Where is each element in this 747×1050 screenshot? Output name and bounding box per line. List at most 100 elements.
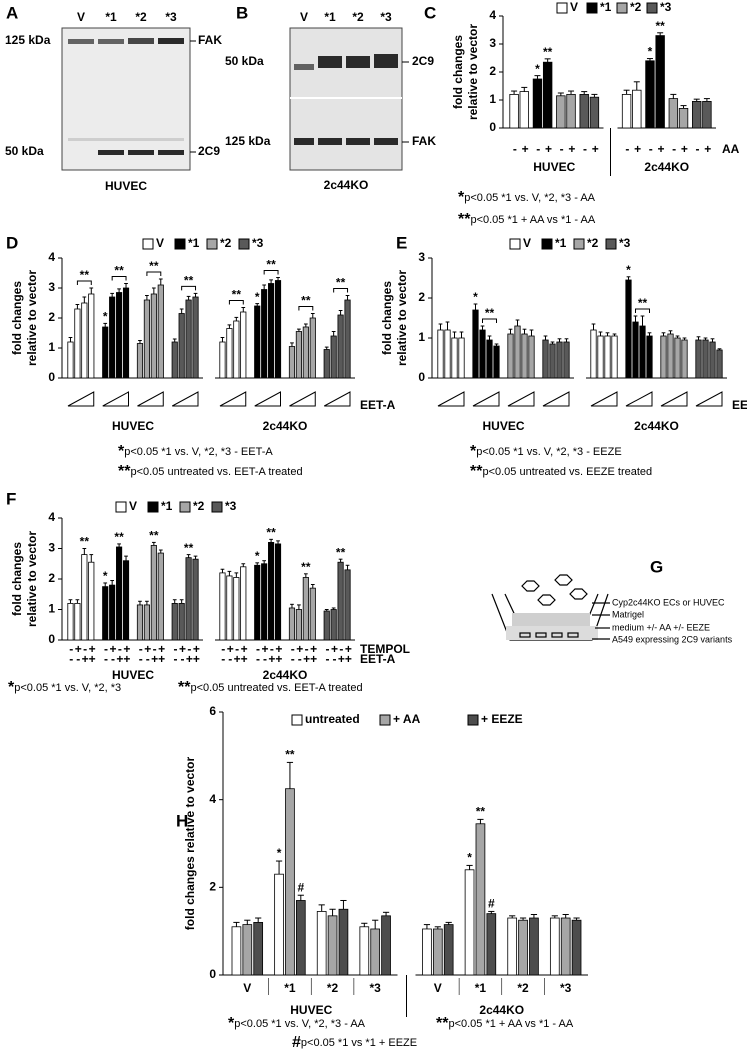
group-label: 2c44KO <box>263 668 308 682</box>
dose-triangle <box>67 391 95 407</box>
bar <box>458 337 465 379</box>
bar <box>192 558 199 641</box>
condition-label: + <box>234 652 241 666</box>
y-tick-label: 1 <box>48 340 55 354</box>
significance-bracket <box>146 271 162 276</box>
significance-bracket <box>111 276 127 281</box>
condition-label: - <box>625 142 629 156</box>
legend-swatch <box>509 238 521 250</box>
y-axis-label: relative to vector <box>25 270 39 366</box>
footnote-text: p<0.05 *1 vs. V, *2, *3 - AA <box>234 1018 365 1030</box>
condition-label: + <box>310 642 317 656</box>
dose-triangle <box>542 391 570 407</box>
x-tick-label: *3 <box>370 981 382 995</box>
bar <box>716 349 723 379</box>
bar <box>667 333 674 379</box>
lane-label: *3 <box>165 10 177 24</box>
significance-marker: ** <box>232 288 242 302</box>
bar <box>185 557 192 641</box>
dose-triangle <box>695 391 723 407</box>
bar <box>556 95 566 129</box>
condition-label: - <box>696 142 700 156</box>
condition-label: + <box>310 652 317 666</box>
condition-label: + <box>123 652 130 666</box>
bar <box>288 346 296 379</box>
dose-triangle <box>254 391 281 407</box>
bar <box>242 924 253 976</box>
bar <box>344 569 351 641</box>
panel-label: F <box>6 489 16 508</box>
significance-marker: ** <box>336 545 346 559</box>
bar <box>268 542 275 641</box>
significance-marker: ** <box>655 19 665 33</box>
bar <box>309 587 316 641</box>
significance-marker: ** <box>485 306 495 320</box>
bar <box>88 293 95 379</box>
condition-label: + <box>345 652 352 666</box>
condition-label: - <box>104 642 108 656</box>
bar <box>521 333 528 379</box>
bar <box>171 603 178 641</box>
condition-label: - <box>326 652 330 666</box>
footnote-symbol: ** <box>458 211 471 228</box>
panel-label: D <box>6 233 18 252</box>
lane-label: *1 <box>105 10 117 24</box>
y-axis-label: fold changes relative to vector <box>183 756 197 930</box>
significance-marker: ** <box>184 541 194 555</box>
significance-marker: * <box>648 45 653 59</box>
footnote: *p<0.05 *1 vs. V, *2, *3 - AA <box>228 1015 366 1032</box>
band-label: FAK <box>412 134 436 148</box>
bar <box>370 928 381 976</box>
bar <box>302 326 309 379</box>
significance-marker: * <box>103 569 108 583</box>
significance-marker: ** <box>301 294 311 308</box>
legend-label: *2 <box>630 0 642 14</box>
condition-label: + <box>657 142 664 156</box>
bar <box>150 293 157 379</box>
x-tick-label: V <box>243 981 251 995</box>
footnote-text: p<0.05 *1 vs. V, *2, *3 - EET-A <box>124 446 273 458</box>
dose-triangle <box>324 391 351 407</box>
bar <box>136 604 144 641</box>
footnote-text: p<0.05 *1 vs *1 + EEZE <box>301 1037 417 1049</box>
bar <box>253 922 264 976</box>
y-tick-label: 3 <box>489 36 496 50</box>
condition-label: - <box>235 642 239 656</box>
bar <box>88 561 95 641</box>
bar <box>464 869 475 976</box>
bar <box>219 341 226 379</box>
y-axis-label: fold changes <box>10 281 24 355</box>
blot-bands <box>68 38 184 155</box>
bar <box>261 289 268 379</box>
condition-label: - <box>583 142 587 156</box>
condition-label: + <box>193 642 200 656</box>
bar <box>74 603 81 641</box>
bar <box>330 609 337 641</box>
y-tick-label: 0 <box>489 120 496 134</box>
significance-bracket <box>635 308 650 313</box>
dose-triangle <box>590 391 618 407</box>
bar <box>509 94 519 129</box>
panel-label: G <box>650 557 663 576</box>
dose-triangle <box>625 391 653 407</box>
footnote-text: p<0.05 *1 + AA vs *1 - AA <box>470 214 595 226</box>
group-label: 2c44KO <box>644 160 689 174</box>
significance-marker: * <box>535 62 540 76</box>
significance-marker: * <box>467 851 472 865</box>
condition-label: + <box>158 652 165 666</box>
legend-label: *2 <box>193 499 205 513</box>
bar <box>611 335 618 379</box>
panel-label: A <box>6 3 18 22</box>
group-label: HUVEC <box>112 668 154 682</box>
bar <box>507 917 518 976</box>
condition-label: + <box>227 642 234 656</box>
condition-label: - <box>256 642 260 656</box>
dose-triangle <box>289 391 316 407</box>
y-tick-label: 4 <box>48 510 55 524</box>
legend-swatch <box>379 714 391 726</box>
condition-label: + <box>681 142 688 156</box>
footnote: **p<0.05 untreated vs. EET-A treated <box>178 679 363 696</box>
legend-label: V <box>129 499 137 513</box>
bar <box>240 566 247 641</box>
legend-swatch <box>206 238 218 250</box>
